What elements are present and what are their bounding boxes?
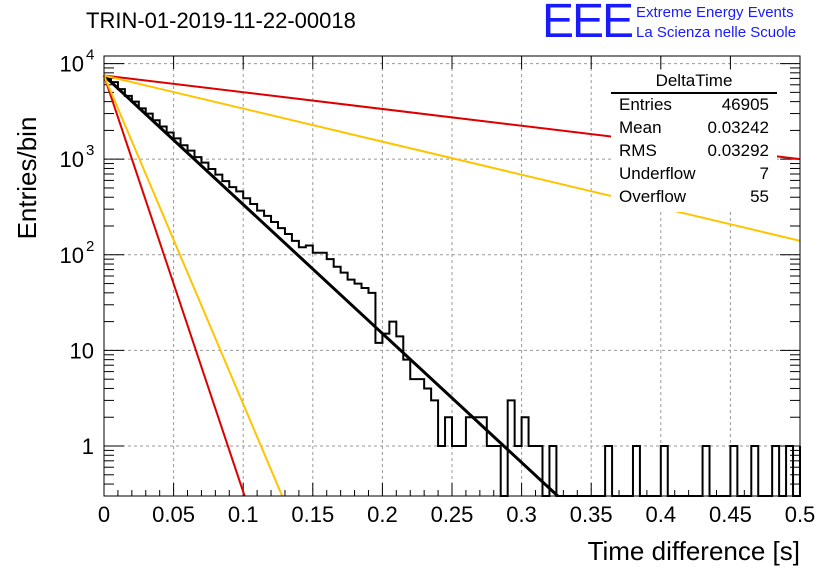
fit-line-yellow	[103, 75, 284, 497]
stat-row-rms: RMS 0.03292	[619, 140, 769, 162]
stat-label: RMS	[619, 141, 657, 160]
stat-label: Mean	[619, 118, 662, 137]
x-tick-label: 0	[98, 502, 110, 527]
stat-value: 46905	[721, 95, 769, 114]
x-tick-label: 0.25	[431, 502, 474, 527]
run-title: TRIN-01-2019-11-22-00018	[86, 8, 356, 33]
stat-value: 7	[759, 164, 769, 183]
fit-line-red	[103, 75, 246, 497]
x-tick-label: 0.4	[646, 502, 677, 527]
stat-value: 55	[750, 187, 769, 206]
x-tick-label: 0.5	[785, 502, 816, 527]
stat-row-overflow: Overflow 55	[619, 186, 769, 208]
eee-line-2: La Scienza nelle Scuole	[636, 24, 797, 41]
x-tick-label: 0.45	[709, 502, 752, 527]
stat-value: 0.03292	[707, 141, 769, 160]
y-axis-title: Entries/bin	[12, 117, 42, 240]
y-tick-label: 10	[60, 52, 84, 77]
y-tick-label: 1	[82, 434, 94, 459]
x-axis-title: Time difference [s]	[588, 536, 800, 566]
stat-value: 0.03242	[707, 118, 769, 137]
stats-box: DeltaTime Entries 46905 Mean 0.03242 RMS…	[611, 70, 777, 212]
y-tick-exponent: 3	[86, 142, 94, 159]
stat-row-mean: Mean 0.03242	[619, 117, 769, 139]
stat-row-underflow: Underflow 7	[619, 163, 769, 185]
y-tick-exponent: 2	[86, 238, 94, 255]
eee-line-1: Extreme Energy Events	[636, 4, 794, 21]
y-tick-exponent: 4	[86, 47, 94, 64]
fit-line-yellow	[103, 74, 801, 242]
x-tick-label: 0.3	[506, 502, 537, 527]
x-tick-labels: 0 0.05 0.1 0.15 0.2 0.25 0.3 0.35 0.4 0.45 0.5	[98, 502, 815, 527]
stat-label: Overflow	[619, 187, 687, 206]
plot-frame	[103, 55, 801, 497]
stat-label: Entries	[619, 95, 672, 114]
x-tick-label: 0.15	[291, 502, 334, 527]
fit-line-black	[102, 74, 559, 498]
y-tick-label: 10	[60, 147, 84, 172]
stat-label: Underflow	[619, 164, 696, 183]
y-tick-label: 10	[60, 243, 84, 268]
stats-title: DeltaTime	[611, 70, 777, 94]
stat-row-entries: Entries 46905	[619, 94, 769, 116]
x-tick-label: 0.35	[570, 502, 613, 527]
y-tick-label: 10	[70, 338, 94, 363]
eee-logo: EEE	[542, 0, 634, 48]
x-tick-label: 0.2	[367, 502, 398, 527]
x-tick-label: 0.05	[152, 502, 195, 527]
x-tick-label: 0.1	[228, 502, 259, 527]
